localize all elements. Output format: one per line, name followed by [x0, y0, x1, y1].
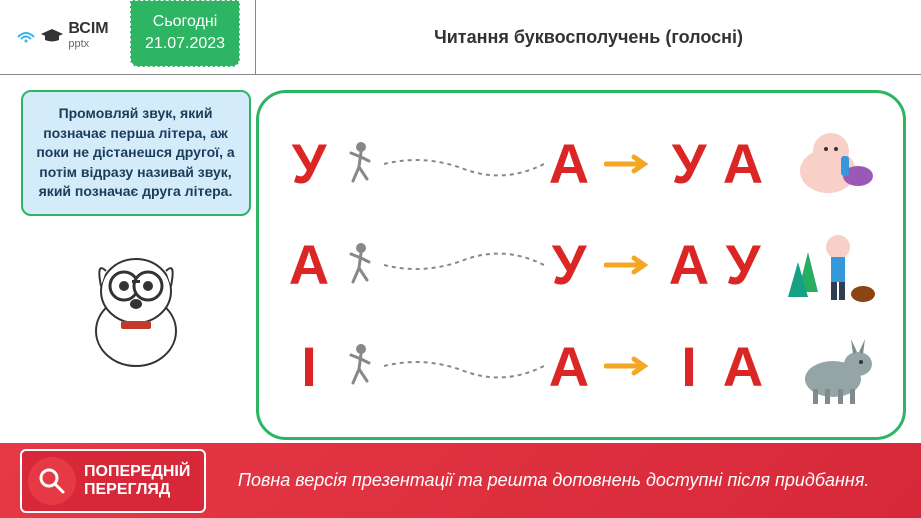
letter-row-2: А У А У [284, 217, 878, 312]
arrow-right-icon [604, 255, 654, 275]
dotted-path [384, 250, 544, 280]
logo-section: ВСІМ pptx [0, 0, 125, 50]
magnifier-circle [28, 457, 76, 505]
graduation-hat-icon [40, 28, 64, 42]
logo-sub: pptx [68, 38, 108, 50]
footer-banner: ПОПЕРЕДНІЙ ПЕРЕГЛЯД Повна версія презент… [0, 443, 921, 518]
result-letter: А [718, 334, 768, 399]
header: ВСІМ pptx Сьогодні 21.07.2023 Читання бу… [0, 0, 921, 75]
runner-icon [339, 341, 379, 391]
start-letter: У [284, 131, 334, 196]
page-title: Читання буквосполучень (голосні) [255, 0, 921, 74]
left-column: Промовляй звук, який позначає перша літе… [15, 90, 256, 440]
logo: ВСІМ pptx [16, 20, 108, 50]
letter-row-3: І А І А [284, 319, 878, 414]
result-letter: А [664, 232, 714, 297]
start-letter: А [284, 232, 334, 297]
result-letter: У [718, 232, 768, 297]
end-letter: А [544, 131, 594, 196]
runner-icon [339, 139, 379, 189]
result-letters: У А [664, 131, 768, 196]
result-letter: І [664, 334, 714, 399]
result-letters: І А [664, 334, 768, 399]
preview-label: ПОПЕРЕДНІЙ ПЕРЕГЛЯД [84, 463, 190, 498]
logo-name: ВСІМ [68, 20, 108, 37]
letter-row-1: У А У А [284, 116, 878, 211]
logo-text: ВСІМ pptx [68, 20, 108, 50]
main-content: Промовляй звук, який позначає перша літе… [0, 75, 921, 455]
end-letter: У [544, 232, 594, 297]
end-letter: А [544, 334, 594, 399]
baby-icon [783, 121, 878, 206]
result-letters: А У [664, 232, 768, 297]
boy-forest-icon [783, 222, 878, 307]
exercise-panel: У А У А [256, 90, 906, 440]
magnifier-icon [37, 466, 67, 496]
dotted-path [384, 149, 544, 179]
dotted-path [384, 351, 544, 381]
result-letter: А [718, 131, 768, 196]
runner-icon [339, 240, 379, 290]
arrow-right-icon [604, 154, 654, 174]
date-value: 21.07.2023 [145, 33, 225, 55]
result-letter: У [664, 131, 714, 196]
cartoon-dog-icon [66, 236, 206, 376]
arrow-right-icon [604, 356, 654, 376]
preview-badge: ПОПЕРЕДНІЙ ПЕРЕГЛЯД [20, 449, 206, 513]
wifi-icon [16, 27, 36, 43]
footer-message: Повна версія презентації та решта доповн… [206, 469, 901, 492]
date-label: Сьогодні [145, 11, 225, 33]
donkey-icon [783, 324, 878, 409]
instruction-box: Промовляй звук, який позначає перша літе… [21, 90, 251, 216]
start-letter: І [284, 334, 334, 399]
date-badge: Сьогодні 21.07.2023 [130, 0, 240, 67]
